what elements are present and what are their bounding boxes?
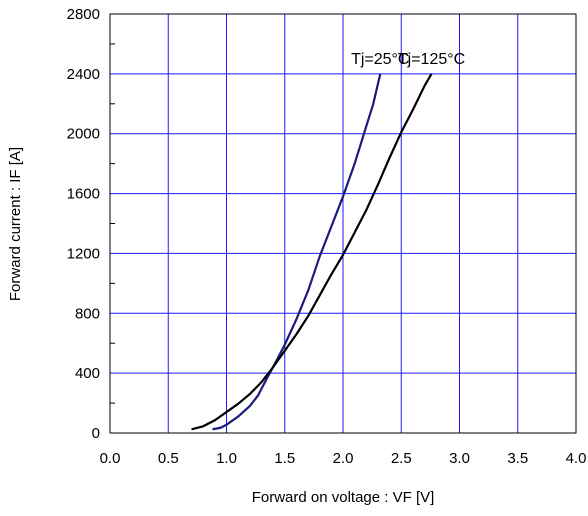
y-tick-label: 2000 (67, 126, 100, 143)
x-axis-tick-labels: 0.0 0.5 1.0 1.5 2.0 2.5 3.0 3.5 4.0 (100, 450, 587, 467)
x-tick-label: 3.5 (507, 450, 528, 467)
minor-ticks (110, 43, 115, 404)
x-tick-label: 1.5 (274, 450, 295, 467)
series-lines (191, 73, 433, 431)
y-tick-label: 1200 (67, 245, 100, 262)
plot-frame (109, 13, 577, 434)
x-tick-label: 1.0 (216, 450, 237, 467)
y-axis-tick-labels: 0 400 800 1200 1600 2000 2400 2800 (67, 6, 100, 442)
y-tick-label: 1600 (67, 186, 100, 203)
x-tick-label: 2.0 (333, 450, 354, 467)
y-axis-title: Forward current : IF [A] (7, 147, 24, 301)
series-labels: Tj=25°CTj=125°C (351, 51, 465, 68)
series-label-0: Tj=25°C (351, 51, 409, 68)
x-tick-label: 3.0 (449, 450, 470, 467)
y-tick-label: 400 (75, 365, 100, 382)
x-tick-label: 2.5 (391, 450, 412, 467)
x-tick-label: 0.0 (100, 450, 121, 467)
series-line-1 (191, 73, 433, 431)
x-tick-label: 4.0 (566, 450, 587, 467)
x-axis-title: Forward on voltage : VF [V] (252, 489, 435, 506)
grid-lines (110, 14, 576, 433)
y-tick-label: 0 (92, 425, 100, 442)
series-line-0 (212, 73, 382, 431)
y-tick-label: 800 (75, 305, 100, 322)
series-label-1: Tj=125°C (398, 51, 465, 68)
y-tick-label: 2800 (67, 6, 100, 23)
y-tick-label: 2400 (67, 66, 100, 83)
x-tick-label: 0.5 (158, 450, 179, 467)
